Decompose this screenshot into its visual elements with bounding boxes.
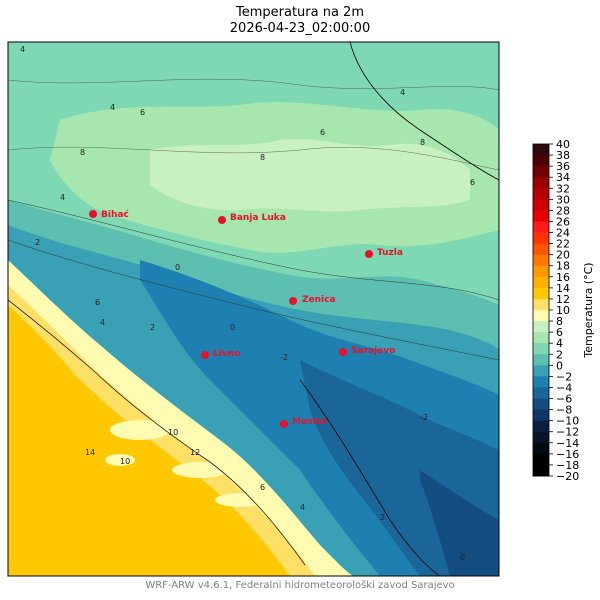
colorbar-label: Temperatura (°C) xyxy=(582,262,595,358)
colorbar-swatch xyxy=(533,144,549,156)
colorbar-swatch xyxy=(533,454,549,466)
colorbar-swatch xyxy=(533,166,549,178)
colorbar-swatch xyxy=(533,399,549,411)
colorbar-swatch xyxy=(533,410,549,422)
colorbar-swatches xyxy=(533,144,549,477)
colorbar-swatch xyxy=(533,210,549,222)
colorbar-swatch xyxy=(533,387,549,399)
colorbar-swatch xyxy=(533,432,549,444)
colorbar-swatch xyxy=(533,288,549,300)
colorbar-swatch xyxy=(533,266,549,278)
colorbar-swatch xyxy=(533,376,549,388)
colorbar-swatch xyxy=(533,443,549,455)
colorbar-swatch xyxy=(533,332,549,344)
colorbar-swatch xyxy=(533,299,549,311)
colorbar-swatch xyxy=(533,321,549,333)
colorbar-swatch xyxy=(533,199,549,211)
colorbar-swatch xyxy=(533,310,549,322)
colorbar-ticks: 4038363432302826242220181614121086420−2−… xyxy=(549,138,579,483)
colorbar-swatch xyxy=(533,255,549,267)
colorbar-swatch xyxy=(533,233,549,245)
footer-credit: WRF-ARW v4.6.1, Federalni hidrometeorolo… xyxy=(0,580,600,591)
colorbar-swatch xyxy=(533,365,549,377)
colorbar-swatch xyxy=(533,421,549,433)
colorbar-swatch xyxy=(533,177,549,189)
colorbar-swatch xyxy=(533,221,549,233)
colorbar-swatch xyxy=(533,277,549,289)
colorbar-swatch xyxy=(533,354,549,366)
colorbar-swatch xyxy=(533,465,549,477)
colorbar-swatch xyxy=(533,343,549,355)
colorbar-swatch xyxy=(533,244,549,256)
colorbar-tick-label: −20 xyxy=(556,470,579,483)
colorbar-swatch xyxy=(533,188,549,200)
colorbar-swatch xyxy=(533,155,549,167)
